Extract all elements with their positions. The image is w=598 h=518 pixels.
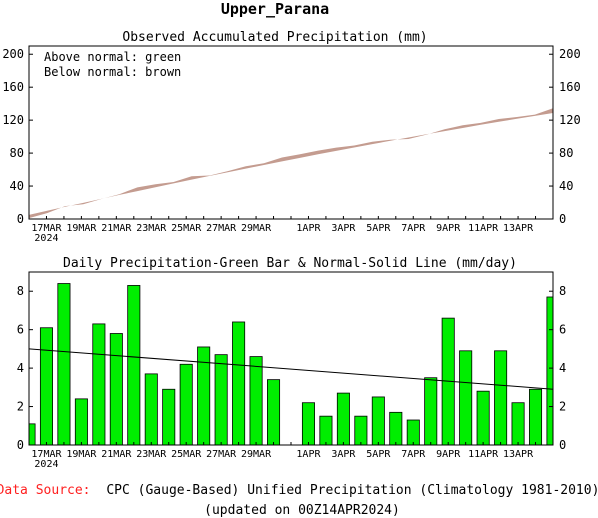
accum-xtick-label: 25MAR [171,223,202,234]
daily-precip-bar [424,377,438,446]
daily-ytick-label-right: 2 [559,400,566,414]
daily-precip-bar [494,350,508,446]
accum-plot-area: 0 0 40 40 80 80 120 120 160 160 200 200 17MAR 19MAR 21… [2,47,580,244]
main-title: Upper_Parana [221,0,329,18]
accum-ytick-label-left: 160 [2,80,24,94]
daily-ytick-label-left: 4 [17,361,24,375]
daily-ytick-label-left: 6 [17,323,24,337]
daily-ytick-label-left: 0 [17,438,24,452]
accum-xtick-label: 21MAR [101,223,132,234]
daily-precip-bar [319,415,333,446]
accum-ytick-label-right: 200 [559,47,581,61]
accum-ytick-label-right: 120 [559,113,581,127]
daily-precip-bar [406,419,420,446]
daily-precip-bar [74,398,88,446]
daily-precip-bar [144,373,158,446]
daily-ytick-label-right: 0 [559,438,566,452]
daily-precip-bar [57,283,71,446]
daily-xtick-label: 9APR [436,449,461,460]
accum-panel-title: Observed Accumulated Precipitation (mm) [122,30,427,45]
data-source-text: CPC (Gauge-Based) Unified Precipitation … [106,483,598,498]
accum-xtick-label: 27MAR [206,223,237,234]
data-source-label: Data Source: [0,483,91,498]
accum-ytick-label-right: 80 [559,146,573,160]
accum-ytick-label-left: 80 [10,146,24,160]
daily-xtick-label: 19MAR [66,449,97,460]
daily-precip-bar [267,379,281,446]
daily-xtick-label: 25MAR [171,449,202,460]
daily-precip-bar [28,423,36,446]
daily-precip-bar [162,388,176,446]
daily-normal-line [28,348,554,390]
daily-precip-bar [459,350,473,446]
accum-xtick-label: 19MAR [66,223,97,234]
daily-xtick-label: 17MAR [31,449,62,460]
daily-precip-bar [476,390,490,446]
accum-ytick-label-left: 120 [2,113,24,127]
daily-precip-bar [214,354,228,446]
legend-above-normal: Above normal: green [44,50,181,64]
daily-xtick-label: 5APR [366,449,391,460]
accum-ytick-label-left: 200 [2,47,24,61]
daily-xtick-label: 23MAR [136,449,167,460]
daily-xtick-label: 3APR [331,449,356,460]
daily-ytick-label-right: 8 [559,284,566,298]
daily-ytick-label-right: 6 [559,323,566,337]
daily-precip-bar [354,415,368,446]
daily-plot-frame [28,271,554,446]
accum-xtick-label: 11APR [468,223,499,234]
accum-deficit-area [29,108,553,219]
daily-precip-bar [39,327,53,446]
accum-xtick-label: 17MAR [31,223,62,234]
daily-precip-bar [529,388,543,446]
daily-ytick-label-right: 4 [559,361,566,375]
daily-panel-title: Daily Precipitation-Green Bar & Normal-S… [63,256,517,271]
daily-precip-bar [249,356,263,446]
daily-precip-bar [389,411,403,446]
daily-xtick-label: 11APR [468,449,499,460]
accum-xtick-label: 5APR [366,223,391,234]
daily-xtick-label: 7APR [401,449,426,460]
daily-precip-bar [109,333,123,446]
daily-precip-bar [92,323,106,446]
accum-xtick-label: 29MAR [241,223,272,234]
daily-xtick-label: 13APR [503,449,534,460]
accum-xtick-label: 1APR [296,223,321,234]
daily-xtick-label: 29MAR [241,449,272,460]
daily-precip-bar [511,402,525,446]
daily-precip-bar [371,396,385,446]
daily-ytick-label-left: 2 [17,400,24,414]
daily-precip-bar [336,392,350,446]
daily-precip-bar [127,285,141,446]
accum-ytick-label-left: 40 [10,179,24,193]
daily-xtick-label: 21MAR [101,449,132,460]
daily-year-label: 2024 [34,459,58,470]
accum-xtick-label: 23MAR [136,223,167,234]
accum-year-label: 2024 [34,233,58,244]
daily-precip-bar [546,296,554,446]
accum-ytick-label-right: 40 [559,179,573,193]
accum-ytick-label-right: 160 [559,80,581,94]
data-source-line: Data Source: CPC (Gauge-Based) Unified P… [0,483,598,498]
accum-xtick-label: 3APR [331,223,356,234]
daily-plot-area: 0 0 2 2 4 4 6 6 8 8 17MAR 19MAR 21MAR 23MAR 25MAR 27MAR… [17,283,566,470]
accum-xtick-label: 7APR [401,223,426,234]
legend-below-normal: Below normal: brown [44,65,181,79]
daily-precip-bar [301,402,315,446]
daily-xtick-label: 1APR [296,449,321,460]
accum-ytick-label-right: 0 [559,212,566,226]
accum-ytick-label-left: 0 [17,212,24,226]
daily-ytick-label-left: 8 [17,284,24,298]
daily-precip-bar [179,363,193,446]
daily-precip-bar [232,321,246,446]
accum-plot-frame [28,45,554,220]
accum-xtick-label: 9APR [436,223,461,234]
accum-xtick-label: 13APR [503,223,534,234]
updated-timestamp: (updated on 00Z14APR2024) [204,503,400,518]
daily-xtick-label: 27MAR [206,449,237,460]
